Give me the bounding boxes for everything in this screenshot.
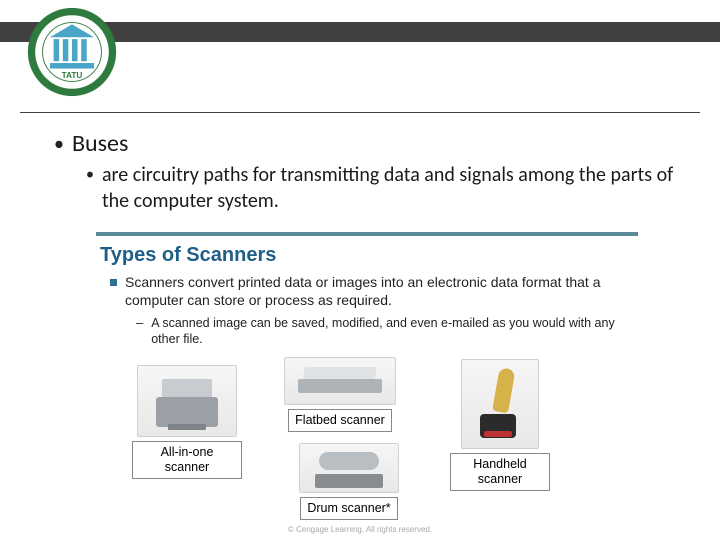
divider [20,112,700,113]
item-flatbed: Flatbed scanner [280,357,400,432]
square-marker [110,279,117,286]
dash-marker: – [136,315,143,331]
embed-title: Types of Scanners [96,236,638,273]
bullet-buses: • Buses [54,130,680,158]
embed-sub1: A scanned image can be saved, modified, … [151,315,638,347]
embedded-slide: Types of Scanners Scanners convert print… [96,232,638,521]
flatbed-caption: Flatbed scanner [288,409,392,432]
university-logo: TATU [26,6,118,98]
copyright: © Cengage Learning. All rights reserved. [0,525,720,534]
drum-caption: Drum scanner* [300,497,397,520]
flatbed-image [284,357,396,405]
scanner-gallery: All-in-one scanner Flatbed scanner Drum … [110,357,638,517]
embed-line1: Scanners convert printed data or images … [125,273,638,309]
item-drum: Drum scanner* [294,443,404,520]
allinone-image [137,365,237,437]
slide-content: • Buses • are circuitry paths for transm… [54,130,680,521]
bullet-buses-desc: • are circuitry paths for transmitting d… [86,162,680,214]
logo-abbrev: TATU [62,71,83,80]
bullet-desc: are circuitry paths for transmitting dat… [102,162,680,214]
allinone-caption: All-in-one scanner [132,441,242,479]
handheld-caption: Handheld scanner [450,453,550,491]
item-handheld: Handheld scanner [450,359,550,491]
bullet-title: Buses [72,130,128,158]
item-allinone: All-in-one scanner [132,365,242,479]
handheld-image [461,359,539,449]
bullet-marker: • [54,130,64,158]
bullet-marker: • [86,162,94,188]
drum-image [299,443,399,493]
embed-bullet-1: Scanners convert printed data or images … [110,273,638,309]
embed-subbullet-1: – A scanned image can be saved, modified… [136,315,638,347]
